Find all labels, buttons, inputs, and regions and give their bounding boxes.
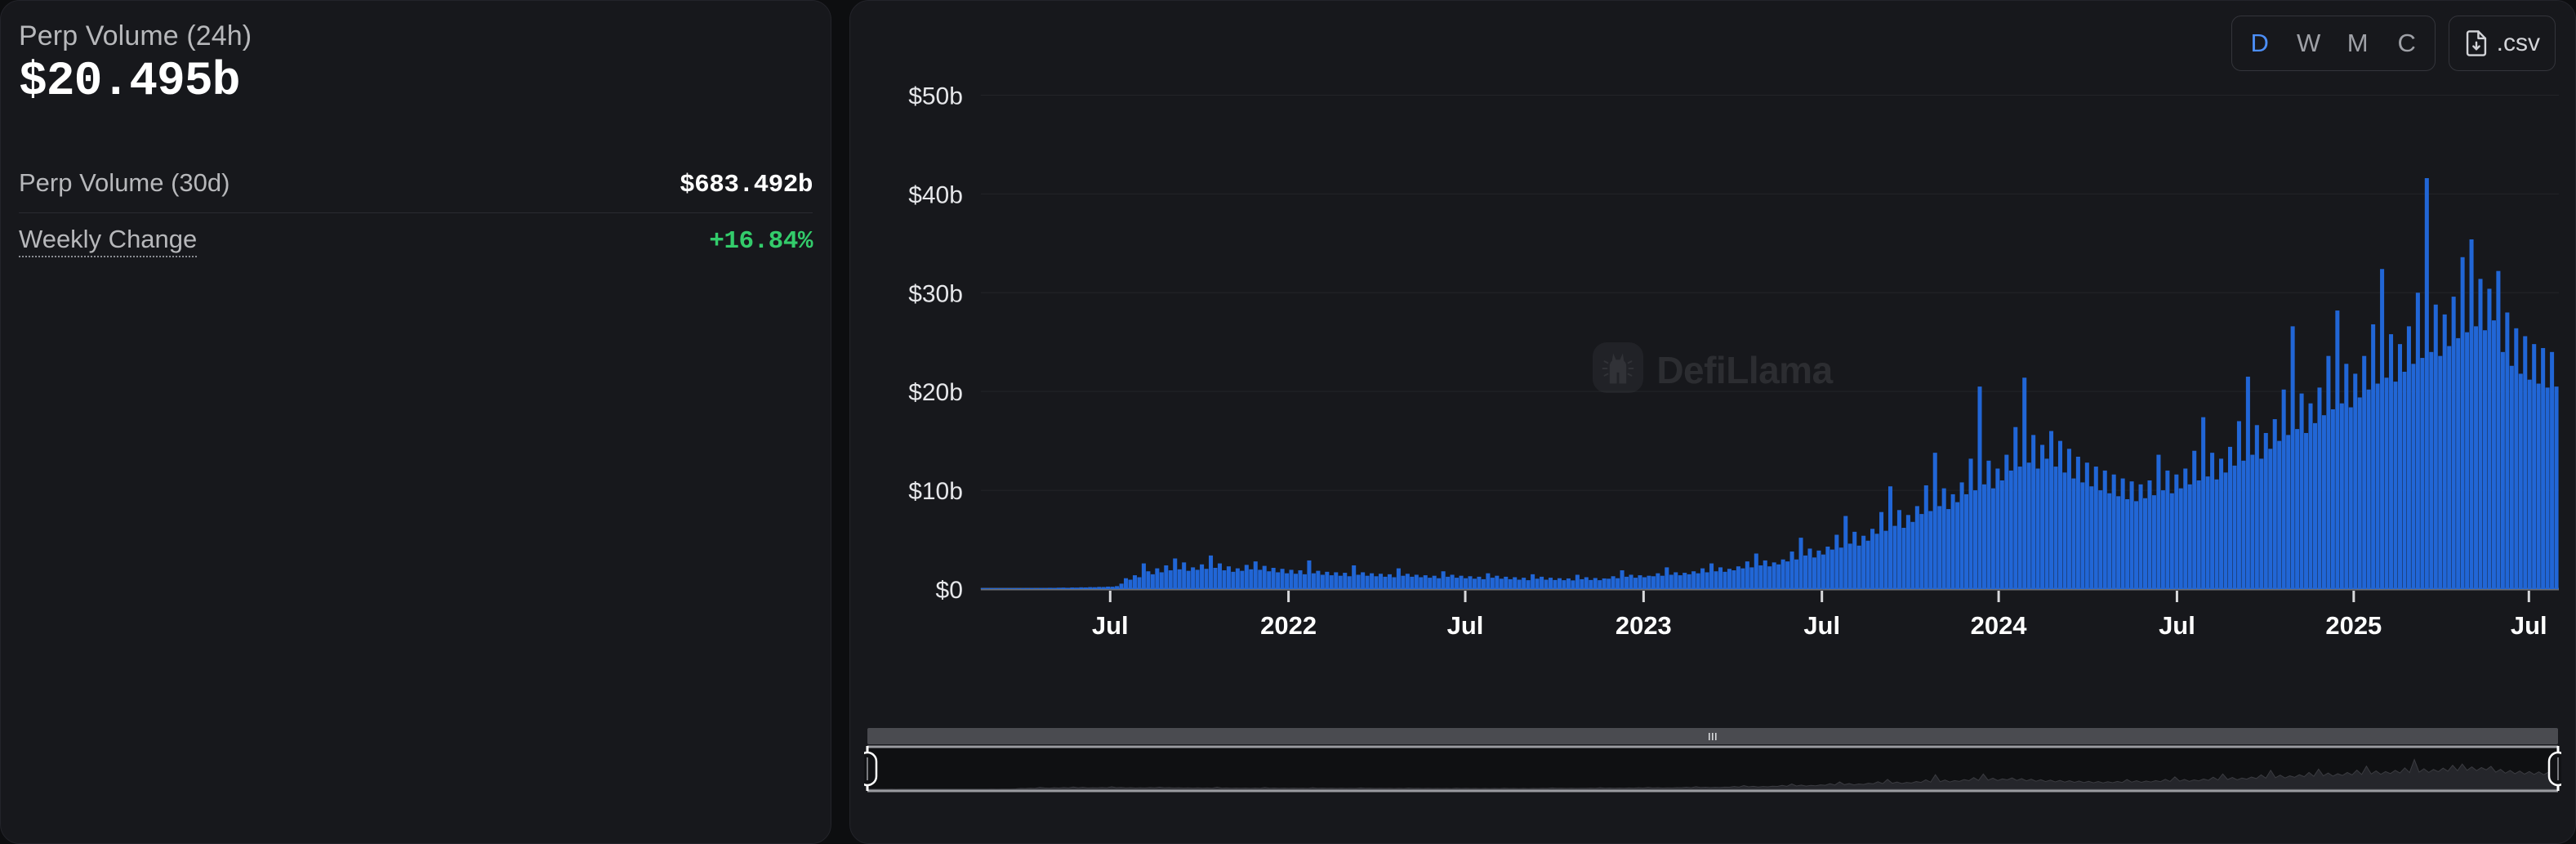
- y-axis-tick-label: $40b: [908, 181, 963, 208]
- y-axis-tick-label: $20b: [908, 379, 963, 406]
- x-axis-tick-label: Jul: [1447, 611, 1484, 640]
- stat-row-label-weekly-change[interactable]: Weekly Change: [19, 225, 198, 258]
- brush-svg[interactable]: [864, 728, 2561, 793]
- y-axis-tick-label: $0: [936, 577, 963, 604]
- stat-row: Perp Volume (30d) $683.492b: [19, 157, 813, 212]
- file-download-icon: [2464, 29, 2489, 57]
- x-axis-tick-label: 2023: [1616, 611, 1672, 640]
- x-axis-tick-label: Jul: [1803, 611, 1840, 640]
- brush-preview-chart: [867, 758, 2559, 790]
- interval-button-c[interactable]: C: [2382, 19, 2431, 68]
- chart-toolbar: D W M C .csv: [2231, 16, 2556, 71]
- x-axis-tick-label: Jul: [2511, 611, 2547, 640]
- stat-row-value-weekly-change: +16.84%: [709, 227, 813, 257]
- chart-plot-area[interactable]: $0 $10b $20b $30b $40b $50b Jul 2022 Jul 2023 Jul 2…: [850, 1, 2575, 671]
- chart-card: D W M C .csv: [849, 0, 2576, 844]
- chart-range-brush[interactable]: [864, 728, 2561, 793]
- stat-row-label-perp-volume-30d: Perp Volume (30d): [19, 168, 230, 198]
- interval-button-m[interactable]: M: [2333, 19, 2382, 68]
- x-axis-tick-label: Jul: [2159, 611, 2195, 640]
- x-axis-tick-label: 2025: [2325, 611, 2382, 640]
- chart-svg: $0 $10b $20b $30b $40b $50b Jul 2022 Jul 2023 Jul 2…: [908, 83, 2560, 640]
- y-axis-tick-label: $50b: [908, 83, 963, 109]
- interval-button-d[interactable]: D: [2235, 19, 2284, 68]
- stat-row-value-perp-volume-30d: $683.492b: [680, 171, 813, 200]
- stat-row: Weekly Change +16.84%: [19, 212, 813, 270]
- y-axis-tick-label: $30b: [908, 280, 963, 307]
- brush-handle-left[interactable]: [864, 746, 878, 791]
- primary-stat-value: $20.495b: [19, 55, 240, 109]
- interval-button-w[interactable]: W: [2284, 19, 2333, 68]
- stat-rows: Perp Volume (30d) $683.492b Weekly Chang…: [19, 157, 813, 270]
- y-axis-tick-label: $10b: [908, 478, 963, 505]
- stats-card: Perp Volume (24h) $20.495b Perp Volume (…: [0, 0, 831, 844]
- download-csv-button[interactable]: .csv: [2448, 16, 2556, 71]
- x-axis-tick-label: Jul: [1092, 611, 1129, 640]
- interval-selector: D W M C: [2231, 16, 2436, 71]
- brush-handle-right[interactable]: [2547, 746, 2561, 791]
- bar-series-perp-volume: [980, 178, 2559, 589]
- download-csv-label: .csv: [2496, 29, 2540, 56]
- primary-stat: Perp Volume (24h) $20.495b: [19, 19, 813, 136]
- x-axis-tick-label: 2024: [1971, 611, 2028, 640]
- x-axis-tick-label: 2022: [1260, 611, 1317, 640]
- primary-stat-label: Perp Volume (24h): [19, 20, 252, 51]
